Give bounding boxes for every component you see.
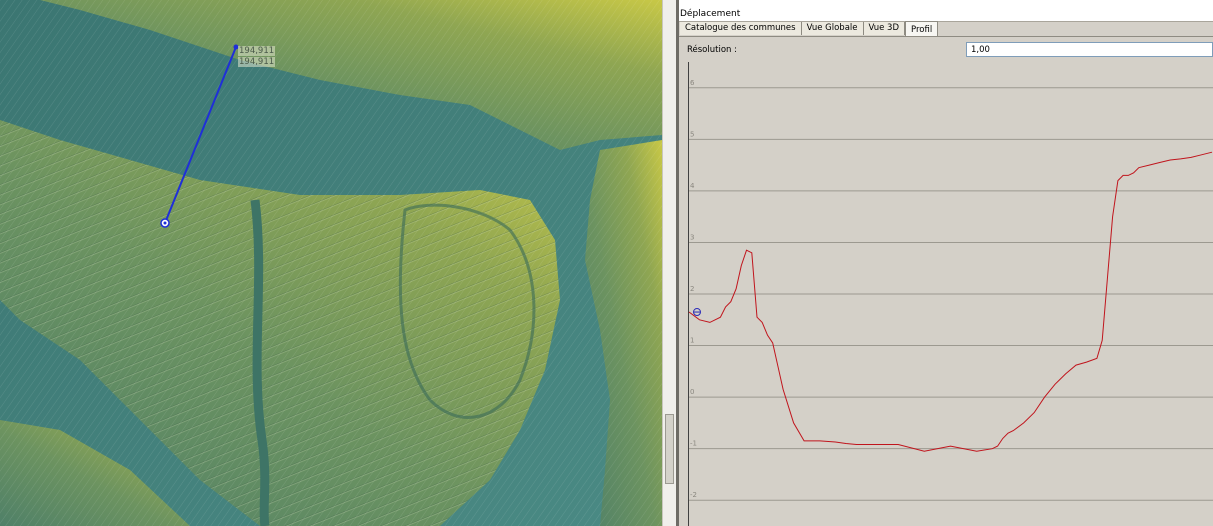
map-scrollbar[interactable] <box>662 0 676 526</box>
elevation-map[interactable]: 194,911 194,911 <box>0 0 662 526</box>
side-panel: Déplacement Catalogue des communes Vue G… <box>679 0 1213 526</box>
y-tick-label: -2 <box>690 491 697 499</box>
hillshade-texture <box>0 0 662 526</box>
y-tick-label: 4 <box>690 182 695 190</box>
scrollbar-thumb[interactable] <box>665 414 674 484</box>
y-tick-label: -1 <box>690 440 697 448</box>
y-tick-label: 5 <box>690 130 694 138</box>
map-canvas[interactable] <box>0 0 662 526</box>
panel-splitter[interactable] <box>676 0 679 526</box>
profile-chart-svg: 6 5 4 3 2 1 0 -1 -2 <box>688 62 1213 526</box>
resolution-input[interactable] <box>966 42 1213 57</box>
tab-catalogue-communes[interactable]: Catalogue des communes <box>680 22 802 35</box>
tab-divider <box>679 36 1213 37</box>
y-tick-label: 1 <box>690 337 694 345</box>
y-tick-label: 6 <box>690 79 695 87</box>
profile-line[interactable] <box>164 46 237 224</box>
y-tick-label: 0 <box>690 388 694 396</box>
profile-elevation-label-1: 194,911 <box>238 46 276 56</box>
resolution-label: Résolution : <box>687 45 737 55</box>
profile-elevation-label-2: 194,911 <box>238 57 276 67</box>
tab-bar: Catalogue des communes Vue Globale Vue 3… <box>680 21 939 37</box>
tab-vue-3d[interactable]: Vue 3D <box>863 22 906 35</box>
panel-top-strip <box>679 0 1213 8</box>
tab-profil[interactable]: Profil <box>905 21 939 37</box>
meander-loop <box>398 203 536 419</box>
tab-vue-globale[interactable]: Vue Globale <box>801 22 864 35</box>
canal <box>250 199 270 526</box>
panel-title: Déplacement <box>679 8 1213 22</box>
profile-end-point[interactable] <box>233 44 239 50</box>
y-tick-label: 3 <box>690 233 694 241</box>
y-tick-label: 2 <box>690 285 694 293</box>
profile-start-dot <box>163 221 167 225</box>
profile-chart: 6 5 4 3 2 1 0 -1 -2 <box>688 62 1213 526</box>
